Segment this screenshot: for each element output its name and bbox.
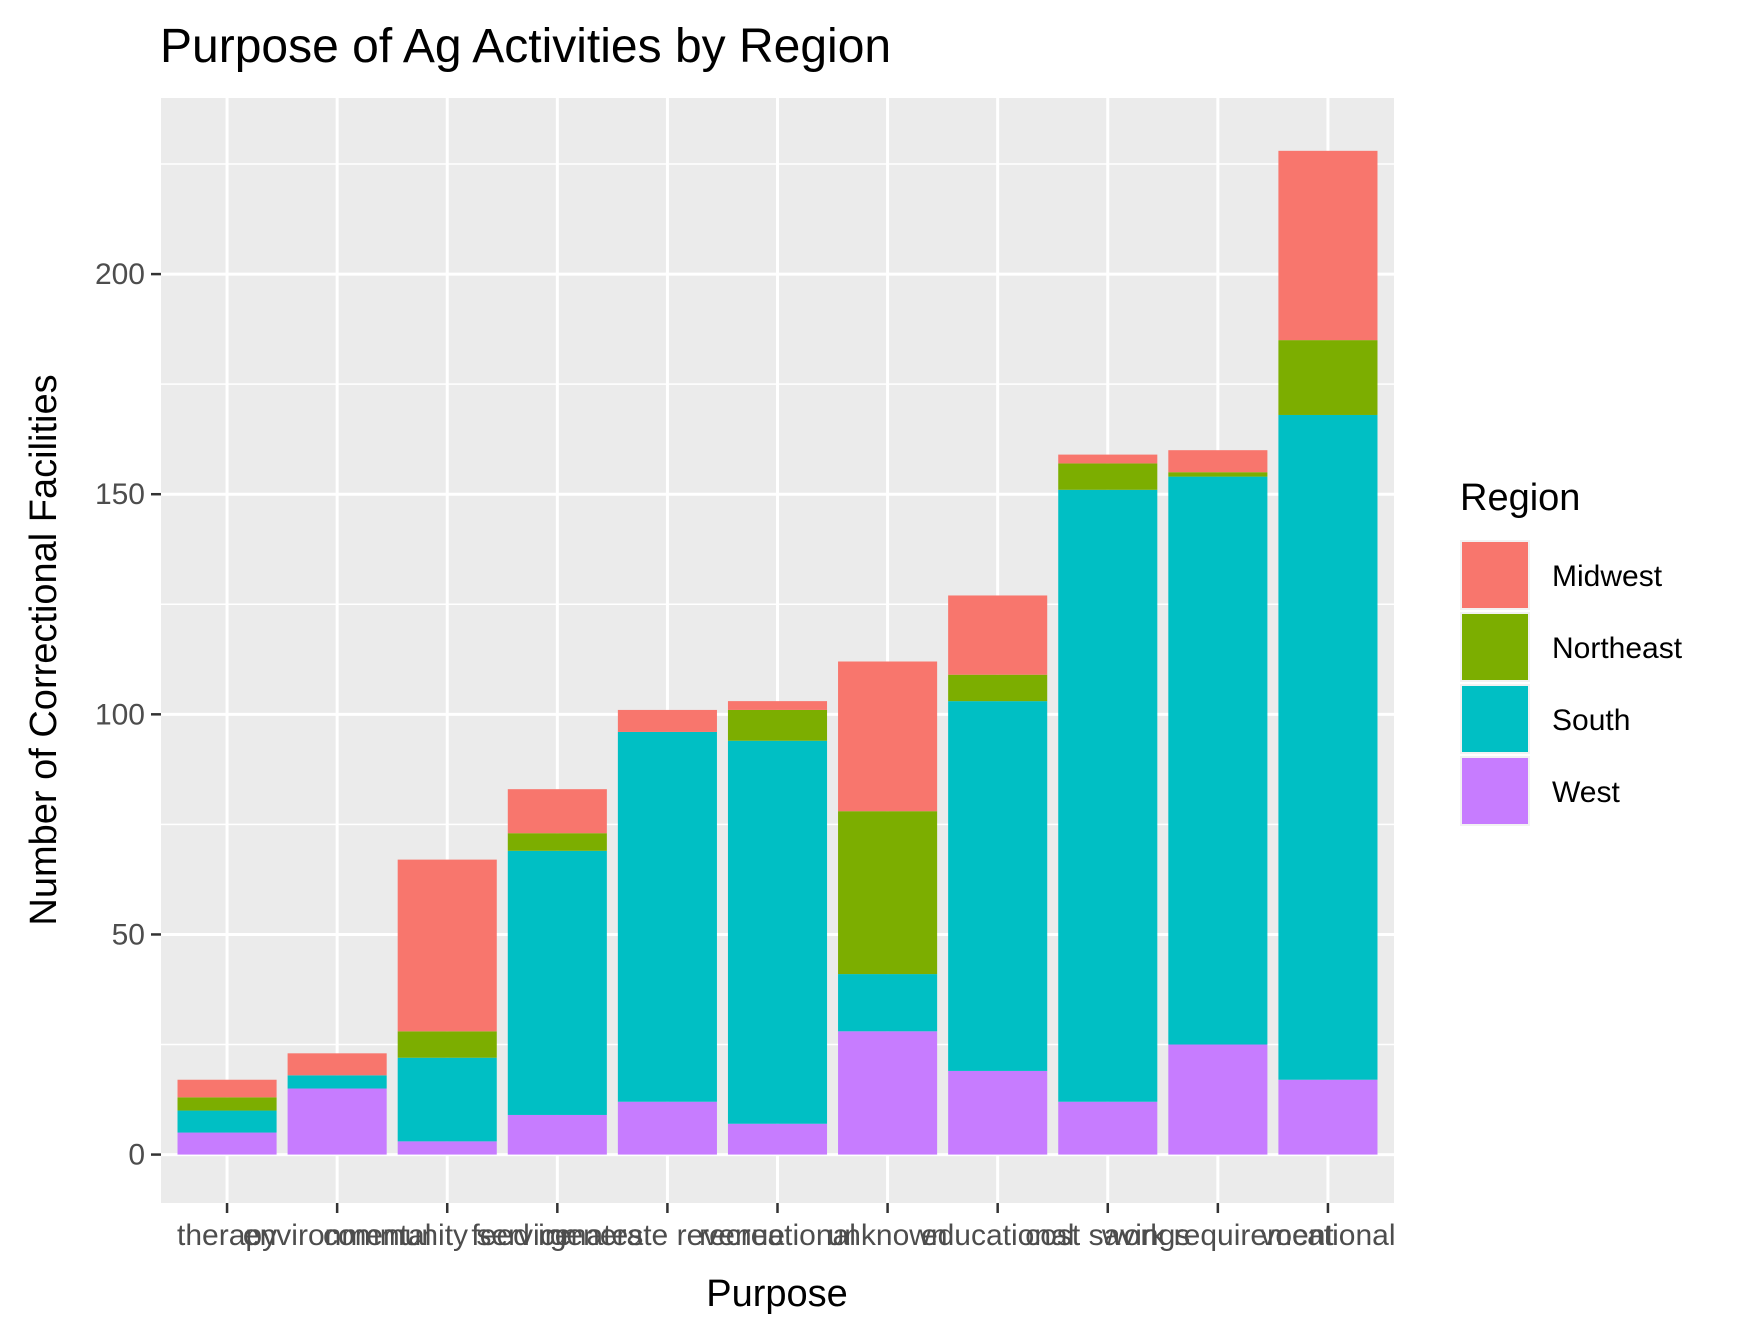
bar-segment-south-0 [177,1110,277,1133]
legend-swatch-northeast [1462,614,1528,680]
bar-segment-northeast-10 [1278,340,1378,415]
bar-segment-west-2 [397,1141,497,1155]
x-tick-label: generate revenue [550,1219,785,1252]
x-tick-label: work requirement [1101,1219,1334,1252]
legend: Region Midwest Northeast South West [1460,477,1683,826]
legend-swatch-south [1462,686,1528,752]
x-tick-label: community service [323,1219,571,1252]
bar-segment-west-9 [1168,1044,1268,1155]
bar-segment-west-1 [287,1088,387,1155]
bar-segment-south-4 [617,731,717,1102]
x-tick-label: vocational [1260,1219,1395,1252]
legend-label-northeast: Northeast [1552,632,1683,665]
bar-segment-west-6 [838,1031,938,1155]
y-axis-title: Number of Correctional Facilities [23,374,65,925]
bar-segment-south-7 [948,701,1048,1071]
bar-segment-west-7 [948,1070,1048,1155]
legend-label-west: West [1552,776,1620,809]
bar-segment-south-10 [1278,414,1378,1080]
bar-segment-northeast-9 [1168,472,1268,477]
x-tick-label: environmental [243,1219,431,1252]
bar-segment-midwest-8 [1058,454,1158,464]
x-tick-label: cost savings [1025,1219,1190,1252]
bar-segment-south-8 [1058,489,1158,1102]
legend-label-midwest: Midwest [1552,560,1663,593]
x-tick-label: unknown [828,1219,948,1252]
bar-segment-west-5 [727,1123,828,1155]
bar-segment-west-0 [177,1132,277,1155]
legend-swatch-midwest [1462,542,1528,608]
bar-segment-south-3 [507,850,607,1115]
y-axis: 0 50 100 150 200 [95,258,161,1172]
y-tick-label: 50 [112,918,145,951]
y-tick-label: 100 [95,698,145,731]
bar-segment-south-5 [727,740,828,1124]
bar-segment-midwest-10 [1278,150,1378,341]
bar-segment-northeast-3 [507,833,607,851]
bar-segment-midwest-3 [507,789,607,834]
bar-segment-northeast-2 [397,1031,497,1058]
bar-segment-midwest-9 [1168,450,1268,473]
x-tick-label: feed inmates [471,1219,643,1252]
bar-segment-west-4 [617,1101,717,1155]
bar-segment-midwest-7 [948,595,1048,675]
bar-segment-west-3 [507,1114,607,1155]
bar-segment-south-2 [397,1057,497,1142]
bar-segment-midwest-6 [838,661,938,812]
bar-segment-northeast-7 [948,674,1048,702]
legend-label-south: South [1552,704,1630,737]
bar-segment-midwest-0 [177,1079,277,1098]
y-tick-label: 0 [128,1139,145,1172]
bar-segment-west-10 [1278,1079,1378,1155]
legend-title: Region [1460,477,1580,519]
y-tick-label: 200 [95,258,145,291]
x-tick-label: recreational [699,1219,856,1252]
x-tick-label: educational [921,1219,1074,1252]
bar-segment-west-8 [1058,1101,1158,1155]
bar-segment-northeast-0 [177,1097,277,1111]
y-tick-label: 150 [95,478,145,511]
bar-segment-northeast-6 [838,811,938,975]
bar-segment-midwest-4 [617,709,717,732]
bar-segment-northeast-8 [1058,463,1158,490]
bars-layer [177,150,1378,1155]
bar-segment-midwest-1 [287,1053,387,1076]
bar-segment-south-9 [1168,476,1268,1045]
x-axis-title: Purpose [706,1273,848,1315]
bar-segment-midwest-2 [397,859,497,1032]
bar-segment-midwest-5 [727,701,828,710]
bar-segment-south-6 [838,974,938,1032]
legend-swatch-west [1462,758,1528,824]
bar-segment-south-1 [287,1075,387,1089]
x-tick-label: therapy [177,1219,277,1252]
bar-segment-northeast-5 [727,709,828,741]
chart-title: Purpose of Ag Activities by Region [160,20,891,73]
